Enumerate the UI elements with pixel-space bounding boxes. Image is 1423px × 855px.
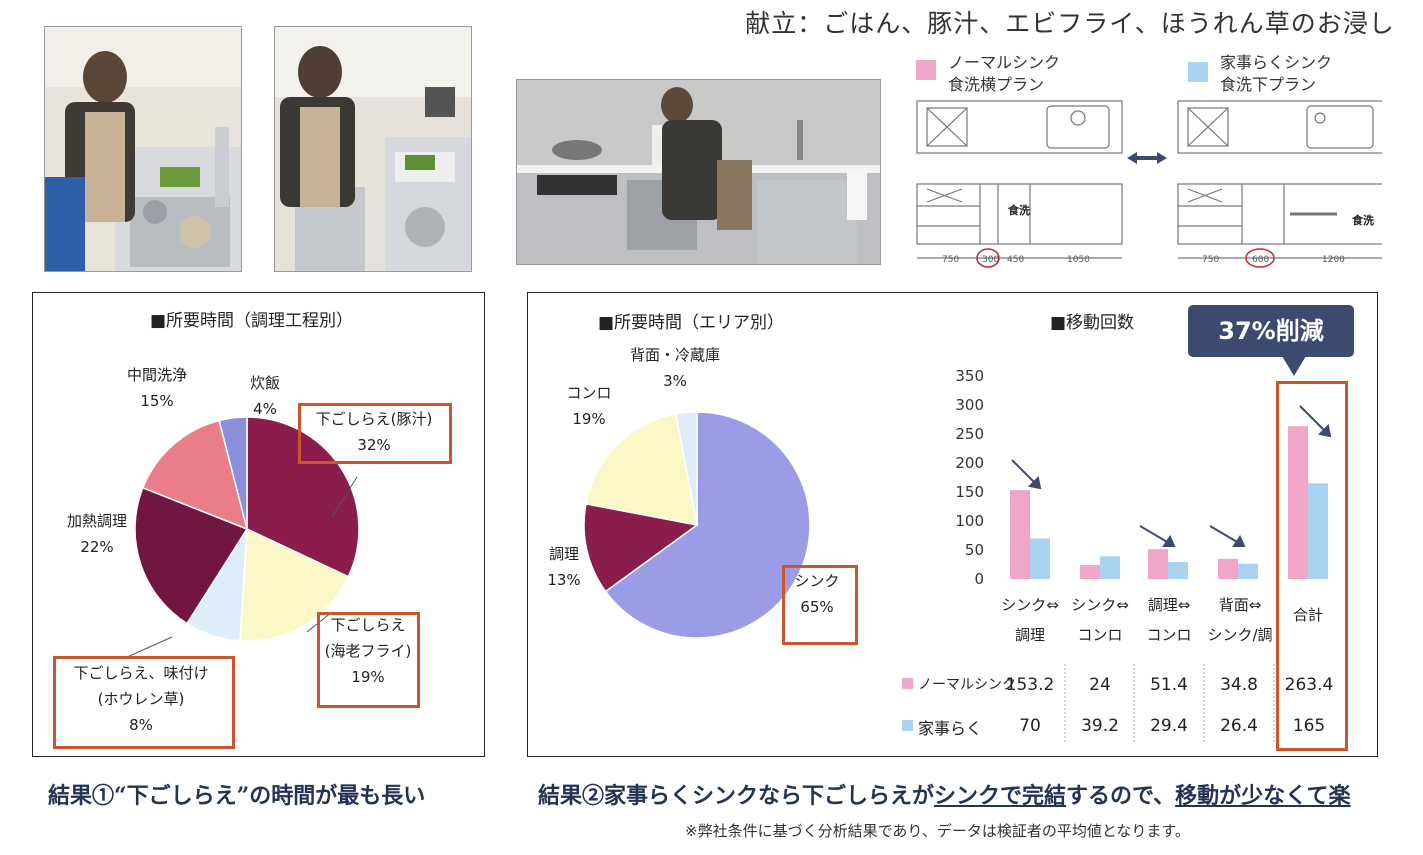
pie1-slice-3 (134, 486, 249, 625)
table-normal-val: 263.4 (1284, 675, 1334, 695)
pie2-slice-1 (583, 502, 699, 593)
photo-drawer (274, 26, 472, 272)
table-normal-val: 51.4 (1150, 675, 1188, 695)
ytick-100: 100 (955, 512, 984, 530)
pie1-label-ebi: 下ごしらえ (海老フライ) 19% (324, 616, 412, 686)
pie1-label-tonjiru: 下ごしらえ(豚汁) 32% (315, 410, 433, 454)
trend-arrow-icon (1162, 534, 1176, 547)
swap-arrow-icon (1127, 152, 1167, 164)
ytick-50: 50 (964, 541, 984, 559)
table-normal-swatch (902, 678, 913, 689)
dim-highlight-easy (1245, 248, 1275, 268)
ytick-200: 200 (955, 454, 984, 472)
pie1-slice-0 (246, 416, 360, 578)
bar-easy-0 (1030, 538, 1050, 579)
pie1-highlight-spinach (53, 656, 235, 749)
legend-easy-swatch (1188, 62, 1208, 82)
dim-highlight-normal (976, 248, 1000, 268)
pie2-chart (583, 411, 811, 639)
ytick-250: 250 (955, 425, 984, 443)
bar-easy-1 (1100, 556, 1120, 579)
xcat-back-sink: 背面⇔ シンク/調 (1207, 596, 1273, 644)
pie1-chart (126, 416, 360, 658)
table-easy-val: 29.4 (1150, 716, 1188, 736)
pie1-slice-5 (218, 416, 248, 530)
table-normal-label: ノーマルシンク (918, 677, 1016, 693)
table-normal-val: 24 (1089, 675, 1111, 695)
trend-arrow-icon (1027, 475, 1042, 490)
bar-normal-2 (1148, 549, 1168, 579)
easy-dim-2: 600 (1252, 255, 1269, 265)
xcat-prep-stove: 調理⇔ コンロ (1146, 596, 1192, 644)
pie1-title: ■所要時間（調理工程別） (150, 311, 354, 331)
bar-chart (1010, 405, 1332, 579)
pie1-label-wash: 中間洗浄 15% (126, 366, 187, 410)
pie1-slice-1 (239, 527, 350, 642)
ytick-150: 150 (955, 483, 984, 501)
trend-arrow-icon (1317, 423, 1332, 438)
pie2-label-stove: コンロ 19% (566, 384, 612, 428)
pie1-highlight-tonjiru (298, 403, 452, 464)
pie2-label-fridge: 背面・冷蔵庫 3% (629, 346, 720, 390)
table-grid (1064, 664, 1275, 744)
table-easy-swatch (902, 720, 913, 731)
result-1: 結果①“下ごしらえ”の時間が最も長い (48, 783, 426, 809)
legend-normal-swatch (916, 60, 936, 80)
reduction-callout: 37%削減 (1188, 305, 1354, 357)
bar-easy-4 (1308, 483, 1328, 579)
pie1-label-heating: 加熱調理 22% (66, 512, 127, 556)
photo-kitchen (516, 79, 881, 265)
ytick-0: 0 (974, 570, 984, 588)
table-easy-label: 家事らく (918, 719, 983, 738)
normal-dim-2: 300 (982, 255, 999, 265)
table-normal-val: 34.8 (1220, 675, 1258, 695)
bar-normal-0 (1010, 490, 1030, 579)
pie1-highlight-ebi (317, 612, 420, 708)
legend-normal: ノーマルシンク 食洗横プラン (948, 53, 1061, 94)
pie2-label-sink: シンク 65% (794, 572, 840, 616)
result-2: 結果②家事らくシンクなら下ごしらえがシンクで完結するので、移動が少なくて楽 (538, 783, 1351, 809)
bar-normal-4 (1288, 426, 1308, 579)
table-normal-val: 153.2 (1005, 675, 1055, 695)
kitchen-plan-diagram: 750 300 450 1050 750 600 1200 食洗 食洗 (916, 100, 1382, 268)
trend-arrow-icon (1232, 534, 1246, 547)
menu-title: 献立：ごはん、豚汁、エビフライ、ほうれん草のお浸し (745, 9, 1395, 38)
easy-dim-3: 1200 (1322, 255, 1345, 265)
bar-normal-1 (1080, 565, 1100, 579)
pie2-slice-2 (585, 413, 698, 526)
xcat-sink-stove: シンク⇔ コンロ (1071, 596, 1129, 644)
pie2-slice-3 (674, 411, 698, 526)
dishwasher-label-normal: 食洗 (1008, 203, 1030, 217)
bar-normal-3 (1218, 558, 1238, 579)
bar-easy-2 (1168, 561, 1188, 579)
table-easy-val: 70 (1019, 716, 1041, 736)
table-easy-val: 39.2 (1081, 716, 1119, 736)
xcat-total: 合計 (1292, 606, 1323, 624)
callout-tail (1282, 356, 1306, 376)
normal-dim-3: 450 (1007, 255, 1024, 265)
easy-dim-1: 750 (1202, 255, 1219, 265)
legend-easy: 家事らくシンク 食洗下プラン (1220, 53, 1333, 94)
normal-dim-4: 1050 (1067, 255, 1090, 265)
table-easy-val: 165 (1292, 716, 1326, 736)
xcat-sink-prep: シンク⇔ 調理 (1001, 596, 1059, 644)
footnote: ※弊社条件に基づく分析結果であり、データは検証者の平均値となります。 (685, 822, 1190, 840)
pie1-label-spinach: 下ごしらえ、味付け (ホウレン草) 8% (73, 664, 209, 734)
bar-title: ■移動回数 (1050, 313, 1135, 333)
table-easy-val: 26.4 (1220, 716, 1258, 736)
pie2-highlight-sink (782, 565, 858, 645)
ytick-300: 300 (955, 396, 984, 414)
ytick-350: 350 (955, 367, 984, 385)
pie1-slice-4 (141, 419, 249, 531)
photo-sink-prep (44, 26, 242, 272)
pie2-title: ■所要時間（エリア別） (598, 313, 785, 333)
pie2-label-prep: 調理 13% (547, 545, 581, 589)
dishwasher-label-easy: 食洗 (1352, 213, 1374, 227)
normal-dim-1: 750 (942, 255, 959, 265)
bar-easy-3 (1238, 563, 1258, 579)
pie2-slice-0 (604, 411, 811, 639)
pie1-label-rice: 炊飯 4% (249, 374, 280, 418)
total-highlight (1276, 381, 1348, 751)
